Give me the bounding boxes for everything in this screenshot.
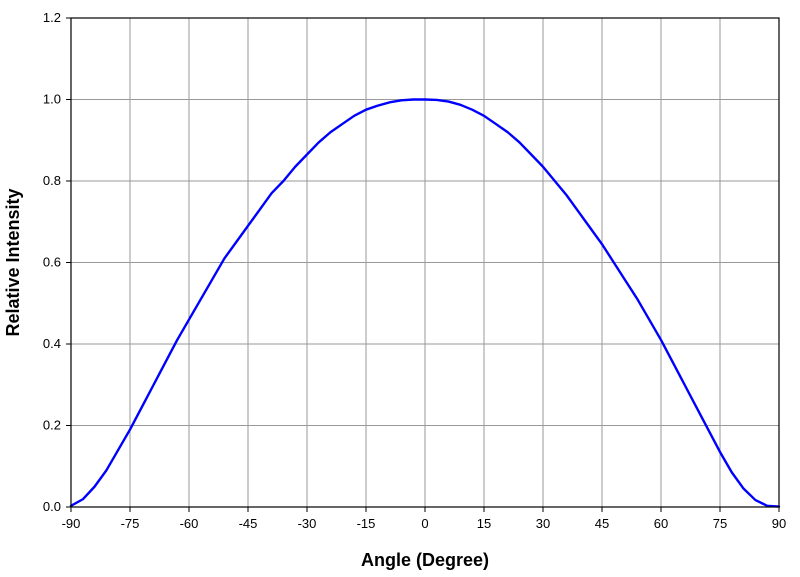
x-tick-label: 45 xyxy=(595,516,609,531)
x-tick-label: -30 xyxy=(298,516,317,531)
x-tick-label: 60 xyxy=(654,516,668,531)
x-tick-label: 15 xyxy=(477,516,491,531)
y-tick-label: 0.6 xyxy=(43,255,61,270)
x-tick-label: 90 xyxy=(772,516,786,531)
y-tick-label: 1.0 xyxy=(43,92,61,107)
x-tick-label: -90 xyxy=(62,516,81,531)
tick-layer: -90 -75 -60 -45 -30 -15 0 15 30 45 60 75 90 0.0 0.2 0.4… xyxy=(43,10,786,531)
y-tick-label: 0.2 xyxy=(43,418,61,433)
series-layer xyxy=(69,98,781,508)
y-tick-label: 0.8 xyxy=(43,173,61,188)
y-tick-label: 0.0 xyxy=(43,499,61,514)
series-line xyxy=(69,98,781,508)
y-tick-label: 1.2 xyxy=(43,10,61,25)
x-tick-label: -45 xyxy=(239,516,258,531)
x-tick-label: -15 xyxy=(357,516,376,531)
x-tick-label: 75 xyxy=(713,516,727,531)
grid-layer xyxy=(70,17,780,508)
x-tick-label: 0 xyxy=(421,516,428,531)
y-axis-title: Relative Intensity xyxy=(3,188,23,336)
x-tick-label: 30 xyxy=(536,516,550,531)
x-tick-label: -60 xyxy=(180,516,199,531)
y-tick-label: 0.4 xyxy=(43,336,61,351)
x-axis-title: Angle (Degree) xyxy=(361,550,489,570)
x-tick-label: -75 xyxy=(121,516,140,531)
